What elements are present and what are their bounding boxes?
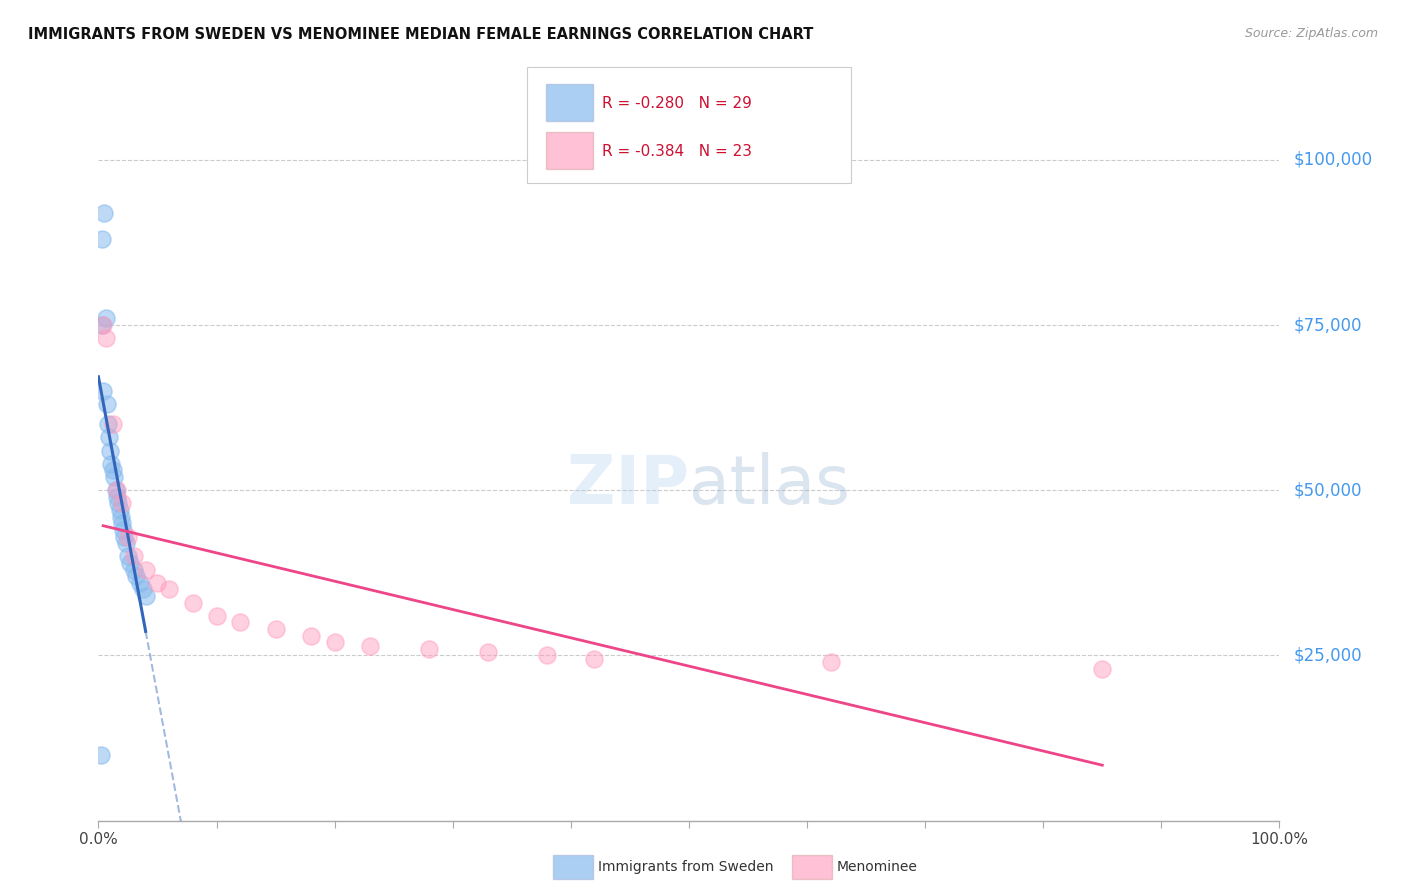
Point <box>91 318 114 332</box>
Text: IMMIGRANTS FROM SWEDEN VS MENOMINEE MEDIAN FEMALE EARNINGS CORRELATION CHART: IMMIGRANTS FROM SWEDEN VS MENOMINEE MEDI… <box>28 27 814 42</box>
Text: R = -0.280   N = 29: R = -0.280 N = 29 <box>602 96 752 111</box>
Text: $100,000: $100,000 <box>1294 151 1372 169</box>
Text: ZIP: ZIP <box>567 452 689 518</box>
Point <box>1091 662 1114 676</box>
Point <box>91 232 114 246</box>
Point <box>100 457 122 471</box>
Point <box>108 503 131 517</box>
Point <box>135 563 157 577</box>
Point <box>122 549 145 564</box>
Point <box>205 608 228 623</box>
Point <box>229 615 252 630</box>
Point <box>107 496 129 510</box>
Text: Menominee: Menominee <box>837 860 918 874</box>
Point <box>111 496 134 510</box>
Point <box>128 575 150 590</box>
Point <box>120 556 142 570</box>
Point <box>299 629 322 643</box>
Point <box>122 563 145 577</box>
Point <box>103 470 125 484</box>
Text: atlas: atlas <box>689 452 849 518</box>
Point <box>323 635 346 649</box>
Point <box>97 417 120 432</box>
Point <box>583 652 606 666</box>
Point <box>105 490 128 504</box>
Point <box>125 569 148 583</box>
Text: Source: ZipAtlas.com: Source: ZipAtlas.com <box>1244 27 1378 40</box>
Point <box>264 622 287 636</box>
Point <box>110 509 132 524</box>
Point <box>105 483 128 498</box>
Point <box>132 582 155 597</box>
Point <box>114 536 136 550</box>
Text: $50,000: $50,000 <box>1294 482 1362 500</box>
Point <box>91 318 114 332</box>
Point <box>93 206 115 220</box>
Point <box>98 430 121 444</box>
Point <box>359 639 381 653</box>
Text: Immigrants from Sweden: Immigrants from Sweden <box>598 860 773 874</box>
Text: $25,000: $25,000 <box>1294 647 1362 665</box>
Point <box>477 645 499 659</box>
Point <box>105 483 128 498</box>
Point <box>101 463 124 477</box>
Point <box>112 523 135 537</box>
Point <box>98 443 121 458</box>
Point <box>820 655 842 669</box>
Point <box>111 516 134 531</box>
Point <box>90 747 112 762</box>
Point <box>101 417 124 432</box>
Point <box>96 397 118 411</box>
Point <box>157 582 180 597</box>
Point <box>112 529 135 543</box>
Point <box>146 575 169 590</box>
Point <box>94 311 117 326</box>
Point <box>181 596 204 610</box>
Point <box>117 549 139 564</box>
Point <box>117 529 139 543</box>
Point <box>536 648 558 663</box>
Text: R = -0.384   N = 23: R = -0.384 N = 23 <box>602 145 752 159</box>
Point <box>94 331 117 345</box>
Text: $75,000: $75,000 <box>1294 316 1362 334</box>
Point <box>135 589 157 603</box>
Point <box>418 641 440 656</box>
Point <box>91 384 114 399</box>
